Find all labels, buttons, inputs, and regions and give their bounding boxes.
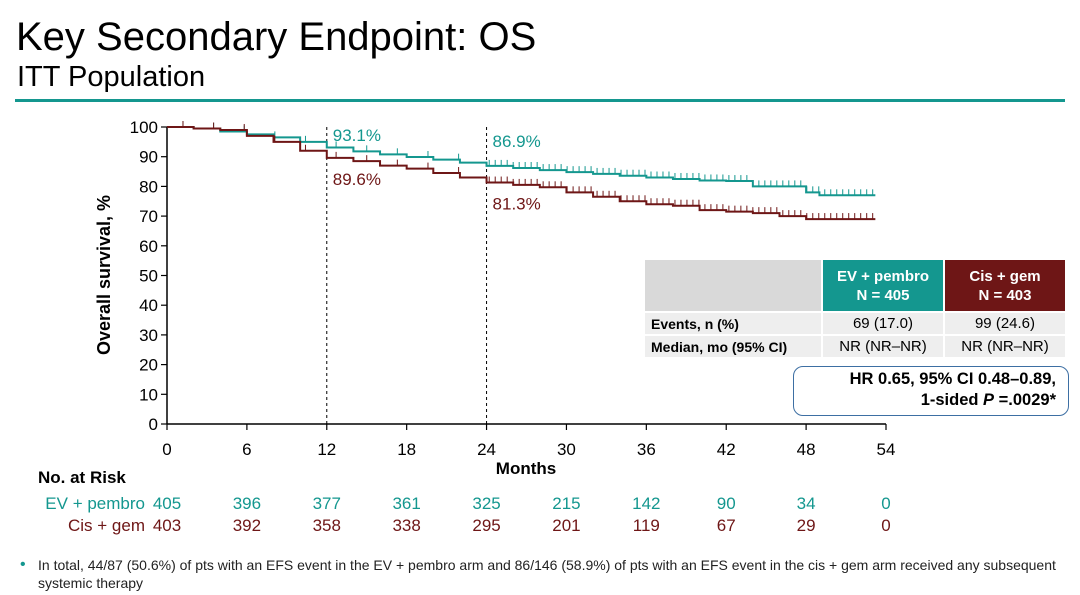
risk-value: 29 bbox=[797, 516, 816, 535]
risk-value: 201 bbox=[552, 516, 580, 535]
hr-p-symbol: P bbox=[983, 391, 995, 409]
footnote: • In total, 44/87 (50.6%) of pts with an… bbox=[20, 556, 1068, 592]
hr-p-value: =.0029* bbox=[994, 391, 1056, 409]
hazard-ratio-box: HR 0.65, 95% CI 0.48–0.89, 1-sided P =.0… bbox=[793, 366, 1069, 416]
risk-value: 396 bbox=[233, 494, 261, 513]
x-tick-label: 30 bbox=[557, 440, 576, 459]
hr-line-2-prefix: 1-sided bbox=[920, 391, 984, 409]
x-tick-label: 6 bbox=[242, 440, 251, 459]
x-tick-label: 24 bbox=[477, 440, 496, 459]
x-tick-label: 42 bbox=[717, 440, 736, 459]
risk-value: 392 bbox=[233, 516, 261, 535]
annotation-869: 86.9% bbox=[493, 132, 541, 151]
events-ev-value: 69 (17.0) bbox=[823, 313, 943, 334]
ev-pembro-header: EV + pembro N = 405 bbox=[823, 260, 943, 311]
hr-line-1: HR 0.65, 95% CI 0.48–0.89, bbox=[849, 370, 1056, 388]
risk-row-label: Cis + gem bbox=[68, 516, 145, 535]
risk-value: 377 bbox=[313, 494, 341, 513]
y-tick-label: 80 bbox=[139, 177, 158, 196]
y-tick-label: 0 bbox=[149, 415, 158, 434]
y-tick-label: 60 bbox=[139, 237, 158, 256]
y-tick-label: 10 bbox=[139, 385, 158, 404]
median-cis-value: NR (NR–NR) bbox=[945, 336, 1065, 357]
cis-gem-header-n: N = 403 bbox=[978, 286, 1032, 304]
risk-value: 34 bbox=[797, 494, 816, 513]
title-divider bbox=[15, 99, 1065, 102]
x-tick-label: 48 bbox=[797, 440, 816, 459]
annotations: 93.1% 86.9% 89.6% 81.3% bbox=[333, 126, 541, 214]
risk-table-title: No. at Risk bbox=[38, 468, 126, 487]
median-ev-value: NR (NR–NR) bbox=[823, 336, 943, 357]
risk-value: 0 bbox=[881, 516, 890, 535]
risk-value: 0 bbox=[881, 494, 890, 513]
risk-value: 215 bbox=[552, 494, 580, 513]
y-axis-label: Overall survival, % bbox=[94, 195, 114, 355]
page-subtitle: ITT Population bbox=[17, 61, 206, 93]
risk-value: 295 bbox=[472, 516, 500, 535]
y-tick-label: 70 bbox=[139, 207, 158, 226]
risk-value: 403 bbox=[153, 516, 181, 535]
censor-marks-cis-gem bbox=[182, 121, 874, 220]
page-title: Key Secondary Endpoint: OS bbox=[16, 15, 537, 59]
events-cis-value: 99 (24.6) bbox=[945, 313, 1065, 334]
median-label: Median, mo (95% CI) bbox=[645, 336, 821, 357]
hr-line-2: 1-sided P =.0029* bbox=[794, 390, 1056, 411]
summary-table: EV + pembro N = 405 Cis + gem N = 403 Ev… bbox=[643, 258, 1067, 359]
bullet-icon: • bbox=[20, 556, 26, 573]
y-tick-label: 50 bbox=[139, 267, 158, 286]
risk-row-label: EV + pembro bbox=[45, 494, 145, 513]
x-tick-label: 18 bbox=[397, 440, 416, 459]
cis-gem-header-name: Cis + gem bbox=[969, 267, 1041, 285]
events-label: Events, n (%) bbox=[645, 313, 821, 334]
risk-value: 405 bbox=[153, 494, 181, 513]
risk-value: 361 bbox=[392, 494, 420, 513]
ev-pembro-header-n: N = 405 bbox=[856, 286, 910, 304]
annotation-931: 93.1% bbox=[333, 126, 381, 145]
y-tick-label: 40 bbox=[139, 296, 158, 315]
risk-value: 338 bbox=[392, 516, 420, 535]
risk-value: 358 bbox=[313, 516, 341, 535]
x-tick-label: 0 bbox=[162, 440, 171, 459]
footnote-text: In total, 44/87 (50.6%) of pts with an E… bbox=[38, 557, 1056, 591]
y-tick-label: 90 bbox=[139, 148, 158, 167]
axes: 0 10 20 30 40 50 60 70 80 90 100 0 6 12 18 24 30 36 42 48 54 bbox=[130, 118, 896, 459]
x-tick-label: 36 bbox=[637, 440, 656, 459]
risk-table: EV + pembro 405 396 377 361 325 215 142 90 34 0 Cis… bbox=[45, 494, 890, 535]
ev-pembro-header-name: EV + pembro bbox=[836, 267, 930, 285]
x-tick-label: 54 bbox=[877, 440, 896, 459]
censor-marks-ev-pembro bbox=[182, 121, 874, 196]
risk-value: 90 bbox=[717, 494, 736, 513]
summary-table-corner bbox=[645, 260, 821, 311]
survival-curves bbox=[167, 121, 876, 221]
risk-value: 119 bbox=[633, 516, 660, 535]
x-tick-label: 12 bbox=[317, 440, 336, 459]
cis-gem-header: Cis + gem N = 403 bbox=[945, 260, 1065, 311]
y-tick-label: 100 bbox=[130, 118, 158, 137]
annotation-896: 89.6% bbox=[333, 170, 381, 189]
x-axis-label: Months bbox=[496, 459, 556, 478]
risk-value: 325 bbox=[472, 494, 500, 513]
annotation-813: 81.3% bbox=[493, 195, 541, 214]
risk-value: 67 bbox=[717, 516, 736, 535]
risk-value: 142 bbox=[632, 494, 660, 513]
y-tick-label: 30 bbox=[139, 326, 158, 345]
y-tick-label: 20 bbox=[139, 356, 158, 375]
